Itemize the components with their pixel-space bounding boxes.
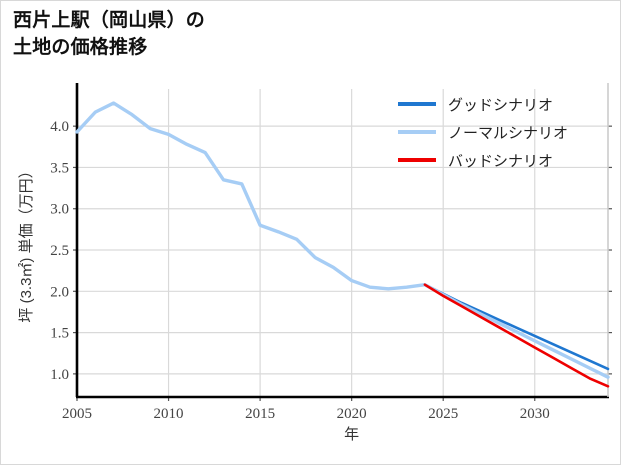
series-line-グッドシナリオ (423, 283, 610, 371)
y-tick-label: 1.5 (50, 326, 69, 342)
x-tick-label: 2005 (62, 406, 92, 422)
x-tick-label: 2030 (520, 406, 550, 422)
y-tick-label: 2.0 (50, 284, 69, 300)
series-line-ノーマルシナリオ (75, 101, 610, 379)
y-tick-label: 1.0 (50, 367, 69, 383)
legend-label: ノーマルシナリオ (448, 125, 568, 142)
x-axis-title: 年 (344, 426, 359, 443)
x-tick-label: 2025 (428, 406, 458, 422)
y-tick-labels: 1.0 1.5 2.0 2.5 3.0 3.5 4.0 (50, 119, 69, 383)
y-axis-title: 坪 (3.3㎡) 単価（万円） (18, 163, 35, 322)
page-title: 西片上駅（岡山県）の 土地の価格推移 (13, 10, 206, 58)
axis-titles: 年 坪 (3.3㎡) 単価（万円） (18, 163, 359, 443)
x-tick-label: 2010 (154, 406, 184, 422)
axis-spines (75, 83, 609, 399)
series-line-バッドシナリオ (423, 283, 610, 388)
legend-label: グッドシナリオ (448, 97, 553, 114)
x-tick-labels: 2005 2010 2015 2020 2025 2030 (62, 406, 550, 422)
legend-label: バッドシナリオ (448, 153, 553, 170)
y-tick-label: 4.0 (50, 119, 69, 135)
x-tick-label: 2020 (337, 406, 367, 422)
x-tick-label: 2015 (245, 406, 275, 422)
y-tick-label: 3.0 (50, 202, 69, 218)
y-tick-label: 2.5 (50, 243, 69, 259)
series-lines (75, 101, 610, 388)
y-tick-label: 3.5 (50, 160, 69, 176)
